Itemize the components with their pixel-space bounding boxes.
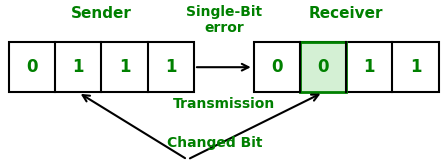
Text: Transmission: Transmission [173, 97, 275, 111]
Text: 1: 1 [72, 58, 84, 76]
Text: 0: 0 [317, 58, 329, 76]
Text: 0: 0 [271, 58, 283, 76]
Text: Changed Bit: Changed Bit [167, 136, 263, 150]
Text: 1: 1 [165, 58, 177, 76]
Text: 1: 1 [119, 58, 131, 76]
Text: 1: 1 [363, 58, 375, 76]
Text: 0: 0 [26, 58, 38, 76]
Bar [300, 42, 346, 92]
Text: Single-Bit
error: Single-Bit error [186, 5, 262, 35]
Bar [9, 42, 194, 92]
Text: Receiver: Receiver [309, 6, 383, 21]
Text: 1: 1 [410, 58, 422, 76]
Bar [254, 42, 439, 92]
Text: Sender: Sender [71, 6, 132, 21]
